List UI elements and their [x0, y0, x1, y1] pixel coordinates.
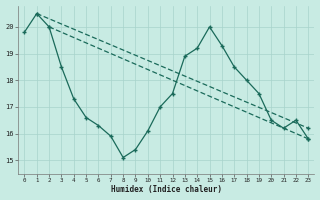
X-axis label: Humidex (Indice chaleur): Humidex (Indice chaleur) — [111, 185, 222, 194]
